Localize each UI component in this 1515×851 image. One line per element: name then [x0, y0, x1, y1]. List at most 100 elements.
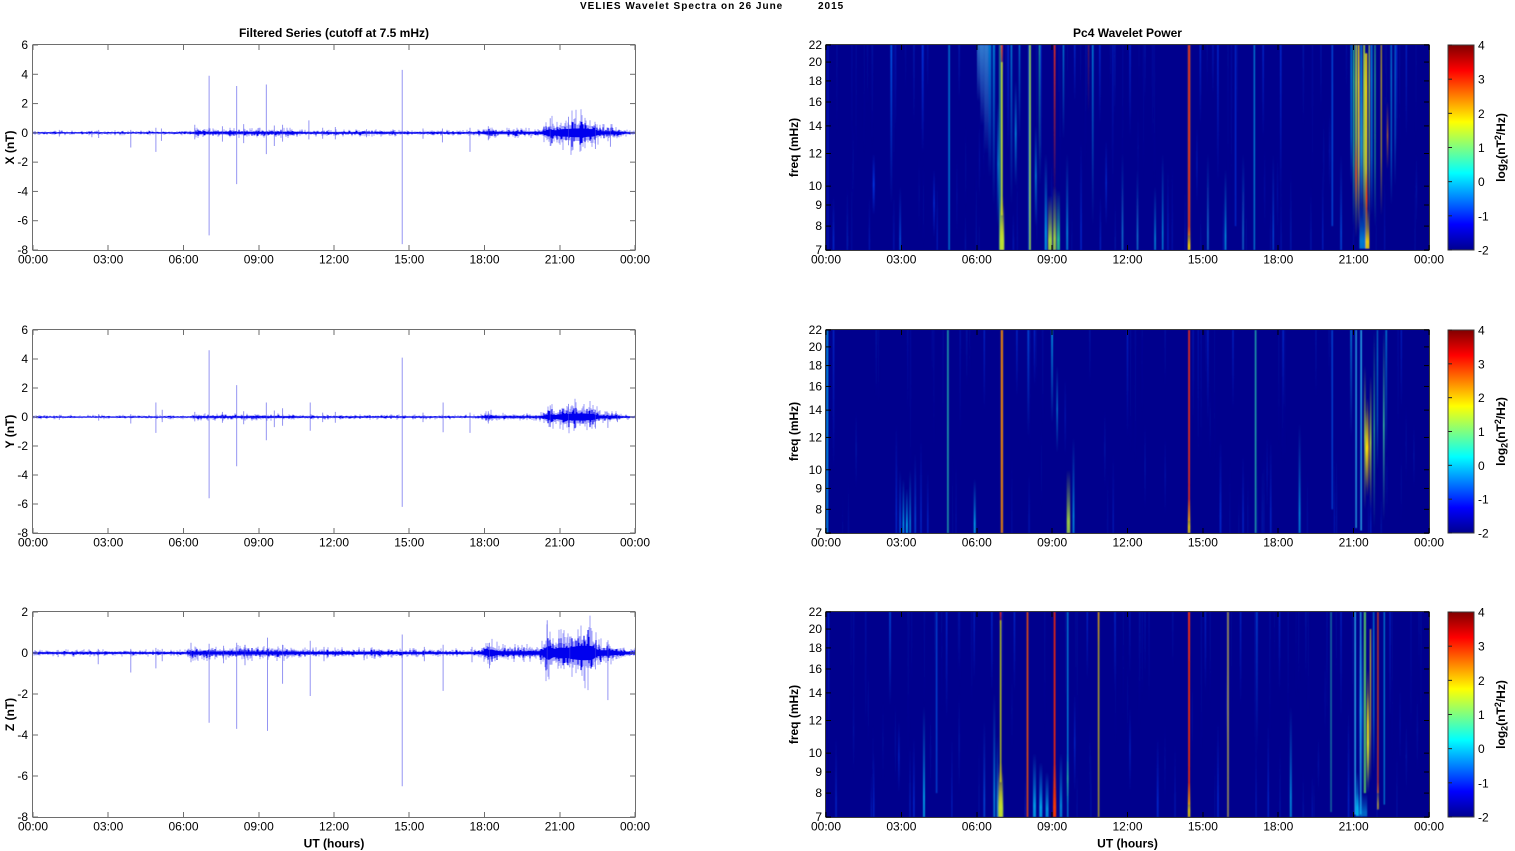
- svg-text:00:00: 00:00: [620, 253, 650, 267]
- svg-text:18:00: 18:00: [469, 536, 499, 550]
- svg-text:12:00: 12:00: [319, 536, 349, 550]
- svg-text:freq (mHz): freq (mHz): [787, 685, 801, 744]
- svg-text:12: 12: [809, 714, 823, 728]
- svg-text:00:00: 00:00: [811, 820, 841, 834]
- svg-text:Filtered Series (cutoff at 7.5: Filtered Series (cutoff at 7.5 mHz): [239, 26, 429, 40]
- svg-text:09:00: 09:00: [244, 253, 274, 267]
- svg-text:06:00: 06:00: [168, 820, 198, 834]
- svg-text:-4: -4: [17, 468, 28, 482]
- svg-text:00:00: 00:00: [1414, 820, 1444, 834]
- svg-text:12:00: 12:00: [319, 253, 349, 267]
- svg-text:03:00: 03:00: [93, 253, 123, 267]
- svg-text:UT (hours): UT (hours): [1097, 837, 1158, 851]
- svg-text:18: 18: [809, 74, 823, 88]
- svg-text:9: 9: [815, 765, 822, 779]
- svg-text:00:00: 00:00: [811, 536, 841, 550]
- svg-text:03:00: 03:00: [93, 820, 123, 834]
- svg-text:7: 7: [815, 810, 822, 824]
- svg-text:-8: -8: [17, 810, 28, 824]
- svg-text:21:00: 21:00: [1339, 536, 1369, 550]
- svg-text:2: 2: [1478, 391, 1485, 405]
- svg-text:18:00: 18:00: [469, 820, 499, 834]
- svg-text:0: 0: [1478, 175, 1485, 189]
- svg-text:8: 8: [815, 502, 822, 516]
- svg-text:21:00: 21:00: [1339, 820, 1369, 834]
- svg-text:16: 16: [809, 379, 823, 393]
- svg-text:9: 9: [815, 481, 822, 495]
- svg-text:0: 0: [21, 410, 28, 424]
- svg-text:03:00: 03:00: [886, 536, 916, 550]
- svg-text:14: 14: [809, 119, 823, 133]
- svg-text:0: 0: [21, 646, 28, 660]
- svg-text:X (nT): X (nT): [3, 131, 17, 165]
- svg-text:00:00: 00:00: [1414, 253, 1444, 267]
- svg-text:-8: -8: [17, 526, 28, 540]
- svg-text:15:00: 15:00: [1188, 536, 1218, 550]
- svg-text:log2(nT2/Hz): log2(nT2/Hz): [1493, 397, 1510, 466]
- svg-text:20: 20: [809, 622, 823, 636]
- svg-text:-2: -2: [17, 439, 28, 453]
- svg-text:12:00: 12:00: [1112, 536, 1142, 550]
- svg-text:4: 4: [21, 67, 28, 81]
- svg-text:6: 6: [21, 323, 28, 337]
- svg-text:8: 8: [815, 219, 822, 233]
- svg-text:22: 22: [809, 38, 823, 52]
- svg-text:0: 0: [1478, 459, 1485, 473]
- svg-text:14: 14: [809, 403, 823, 417]
- svg-text:15:00: 15:00: [394, 536, 424, 550]
- svg-text:18: 18: [809, 641, 823, 655]
- svg-text:09:00: 09:00: [1037, 820, 1067, 834]
- svg-text:12:00: 12:00: [319, 820, 349, 834]
- svg-text:9: 9: [815, 198, 822, 212]
- svg-text:22: 22: [809, 605, 823, 619]
- svg-text:18:00: 18:00: [1263, 820, 1293, 834]
- svg-text:20: 20: [809, 340, 823, 354]
- svg-text:15:00: 15:00: [1188, 253, 1218, 267]
- svg-text:10: 10: [809, 463, 823, 477]
- svg-text:-6: -6: [17, 769, 28, 783]
- svg-text:-2: -2: [17, 687, 28, 701]
- svg-text:-1: -1: [1478, 493, 1489, 507]
- svg-text:2: 2: [21, 381, 28, 395]
- svg-text:12:00: 12:00: [1112, 820, 1142, 834]
- svg-text:00:00: 00:00: [18, 820, 48, 834]
- svg-text:2: 2: [1478, 107, 1485, 121]
- svg-text:6: 6: [21, 38, 28, 52]
- svg-text:20: 20: [809, 55, 823, 69]
- svg-text:log2(nT2/Hz): log2(nT2/Hz): [1493, 680, 1510, 749]
- svg-text:00:00: 00:00: [620, 820, 650, 834]
- svg-text:-6: -6: [17, 497, 28, 511]
- svg-text:-6: -6: [17, 214, 28, 228]
- svg-text:-4: -4: [17, 728, 28, 742]
- svg-text:00:00: 00:00: [811, 253, 841, 267]
- svg-text:freq (mHz): freq (mHz): [787, 402, 801, 461]
- svg-text:0: 0: [21, 126, 28, 140]
- svg-text:-4: -4: [17, 184, 28, 198]
- svg-text:18:00: 18:00: [1263, 253, 1293, 267]
- svg-text:1: 1: [1478, 425, 1485, 439]
- svg-text:06:00: 06:00: [962, 536, 992, 550]
- svg-text:18: 18: [809, 359, 823, 373]
- svg-text:2: 2: [1478, 674, 1485, 688]
- svg-text:freq (mHz): freq (mHz): [787, 118, 801, 177]
- svg-text:-2: -2: [1478, 244, 1489, 258]
- svg-text:09:00: 09:00: [244, 536, 274, 550]
- svg-text:Y (nT): Y (nT): [3, 415, 17, 449]
- svg-text:16: 16: [809, 662, 823, 676]
- svg-text:3: 3: [1478, 640, 1485, 654]
- svg-text:1: 1: [1478, 708, 1485, 722]
- svg-text:15:00: 15:00: [394, 253, 424, 267]
- svg-text:10: 10: [809, 746, 823, 760]
- svg-text:-2: -2: [1478, 527, 1489, 541]
- svg-text:2015: 2015: [818, 1, 844, 12]
- svg-text:06:00: 06:00: [962, 820, 992, 834]
- svg-text:12: 12: [809, 147, 823, 161]
- svg-text:00:00: 00:00: [620, 536, 650, 550]
- svg-text:21:00: 21:00: [545, 536, 575, 550]
- svg-text:00:00: 00:00: [18, 253, 48, 267]
- svg-text:09:00: 09:00: [1037, 536, 1067, 550]
- svg-text:0: 0: [1478, 742, 1485, 756]
- svg-text:4: 4: [1478, 324, 1485, 338]
- svg-text:Z (nT): Z (nT): [3, 698, 17, 731]
- svg-text:2: 2: [21, 97, 28, 111]
